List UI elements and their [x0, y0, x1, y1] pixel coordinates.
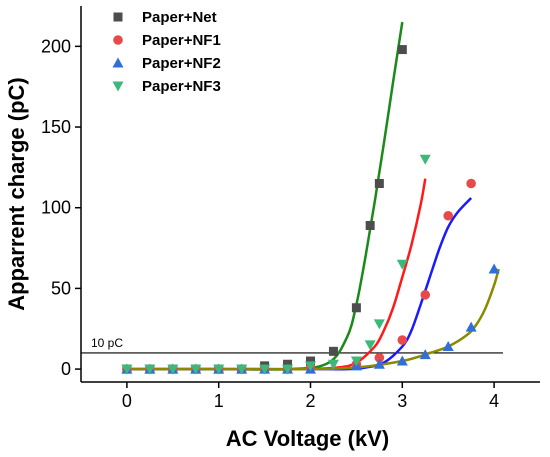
- legend-label: Paper+NF2: [142, 55, 221, 72]
- data-point: [466, 178, 476, 189]
- x-tick-label: 4: [489, 391, 499, 411]
- legend-label: Paper+NF1: [142, 32, 221, 49]
- fit-curve: [126, 197, 473, 371]
- legend-marker: [112, 57, 124, 68]
- tick-labels: 0 1 2 3 4 0 50 100 150 200: [41, 36, 499, 411]
- data-points: [121, 45, 500, 375]
- legend-label: Paper+Net: [142, 9, 217, 26]
- legend-label: Paper+NF3: [142, 78, 221, 95]
- data-point: [373, 358, 385, 369]
- data-point: [374, 179, 384, 189]
- y-tick-label: 0: [61, 359, 71, 379]
- y-tick-label: 100: [41, 198, 71, 218]
- x-axis-label: AC Voltage (kV): [226, 426, 389, 451]
- data-point: [374, 352, 385, 363]
- data-point: [442, 340, 454, 351]
- data-point: [259, 364, 271, 375]
- data-point: [488, 263, 500, 274]
- fit-curves: [126, 21, 500, 371]
- data-point: [350, 356, 362, 367]
- legend: Paper+Net Paper+NF1 Paper+NF2 Paper+NF3: [112, 9, 221, 95]
- data-point: [364, 340, 376, 351]
- data-point: [419, 154, 431, 165]
- data-point: [282, 364, 294, 375]
- data-point: [351, 303, 361, 313]
- data-point: [121, 364, 133, 375]
- x-tick-label: 0: [122, 391, 132, 411]
- legend-marker: [113, 35, 123, 45]
- y-tick-label: 50: [51, 278, 71, 298]
- data-point: [365, 220, 375, 230]
- data-point: [327, 359, 339, 370]
- fit-curve: [126, 21, 404, 371]
- x-tick-label: 1: [214, 391, 224, 411]
- data-point: [167, 364, 179, 375]
- y-tick-label: 150: [41, 117, 71, 137]
- data-point: [465, 321, 477, 332]
- data-point: [306, 356, 315, 366]
- data-point: [236, 364, 248, 375]
- plot-axes: [75, 6, 540, 388]
- fit-curve: [126, 178, 427, 371]
- data-point: [144, 364, 156, 375]
- legend-marker: [112, 81, 124, 92]
- legend-marker: [113, 12, 123, 22]
- data-point: [397, 45, 407, 55]
- y-tick-label: 200: [41, 36, 71, 56]
- fit-curve: [126, 268, 500, 371]
- x-tick-label: 3: [397, 391, 407, 411]
- data-point: [397, 335, 408, 345]
- data-point: [305, 361, 316, 372]
- x-tick-label: 2: [305, 391, 315, 411]
- data-point: [443, 210, 454, 221]
- data-point: [396, 259, 408, 270]
- data-point: [419, 349, 431, 360]
- y-axis-label: Apparrent charge (pC): [4, 77, 29, 310]
- data-point: [328, 346, 338, 356]
- data-point: [213, 364, 225, 375]
- data-point: [420, 290, 431, 300]
- data-point: [190, 364, 202, 375]
- threshold-label: 10 pC: [91, 336, 123, 350]
- data-point: [373, 319, 385, 330]
- data-point: [396, 355, 408, 366]
